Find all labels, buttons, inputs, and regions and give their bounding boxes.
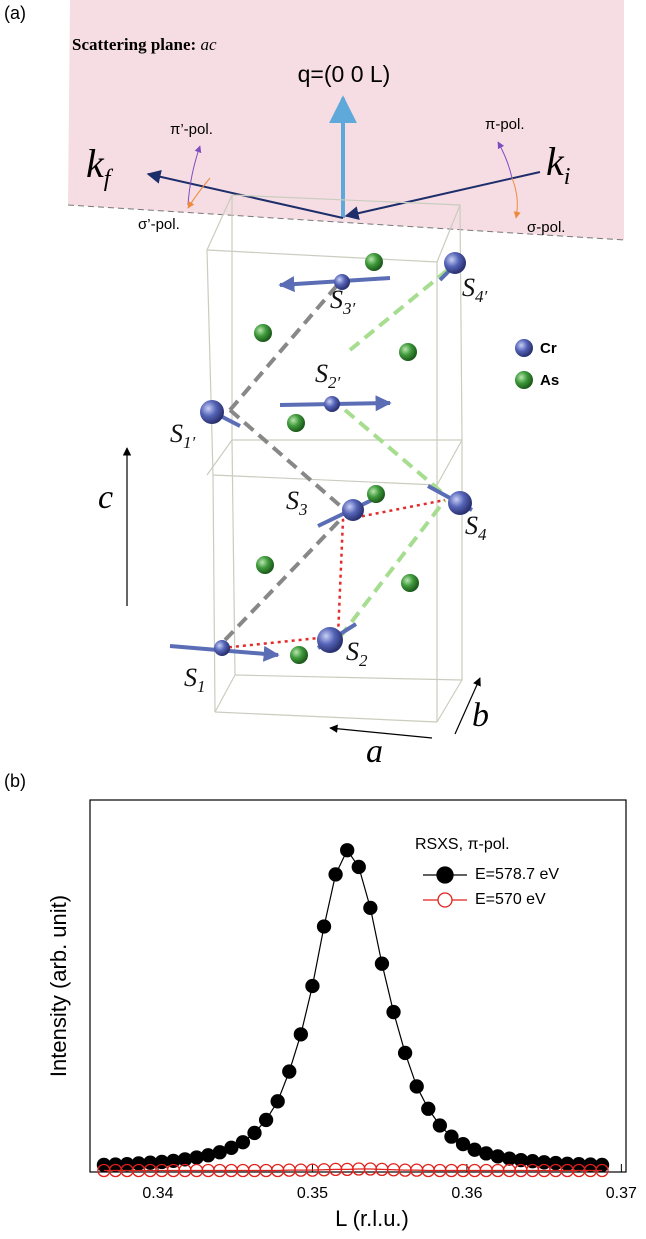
- data-point: [352, 860, 365, 873]
- data-point: [445, 1130, 458, 1143]
- x-tick-label: 0.35: [297, 1185, 328, 1202]
- panel-b: (b) Intensity (arb. unit) L (r.l.u.) RSX…: [4, 771, 637, 1231]
- data-point: [167, 1154, 180, 1167]
- plane-title: Scattering plane: ac: [72, 35, 217, 54]
- data-point: [433, 1119, 446, 1132]
- legend-as: [515, 371, 533, 389]
- y-axis-title: Intensity (arb. unit): [46, 895, 71, 1077]
- legend-marker: [437, 867, 453, 883]
- as-atoms: [254, 253, 419, 664]
- legend-label: E=570 eV: [475, 891, 546, 908]
- q-label: q=(0 0 L): [298, 61, 391, 87]
- data-point: [341, 844, 354, 857]
- x-axis-title: L (r.l.u.): [335, 1206, 409, 1231]
- panel-a: (a) Scattering plane: ac q=(0 0 L) kf ki…: [4, 0, 624, 770]
- data-point: [260, 1113, 273, 1126]
- pol-label: σ-pol.: [527, 219, 565, 236]
- data-point: [283, 1065, 296, 1078]
- data-point: [387, 1006, 400, 1019]
- legend-cr: [515, 339, 533, 357]
- plot-frame: [90, 800, 626, 1172]
- data-point: [491, 1150, 504, 1163]
- spin-label: S2′: [315, 359, 341, 392]
- data-point: [306, 980, 319, 993]
- data-point: [480, 1147, 493, 1160]
- spin-label: S1: [184, 663, 206, 696]
- spin-label: S3′: [330, 285, 356, 318]
- data-point: [190, 1151, 203, 1164]
- data-point: [271, 1095, 284, 1108]
- legend-label: Cr: [540, 340, 557, 357]
- legend-title: RSXS, π-pol.: [415, 836, 510, 853]
- data-point: [329, 868, 342, 881]
- legend-label: As: [540, 372, 559, 389]
- data-point: [399, 1046, 412, 1059]
- figure: (a) Scattering plane: ac q=(0 0 L) kf ki…: [0, 0, 646, 1239]
- legend-label: E=578.7 eV: [475, 866, 559, 883]
- data-point: [503, 1152, 516, 1165]
- data-point: [364, 901, 377, 914]
- spin-label: S3: [286, 486, 308, 519]
- spin-label: S2: [346, 637, 368, 670]
- x-tick-label: 0.34: [142, 1185, 173, 1202]
- spin-label: S4′: [462, 273, 488, 306]
- data-point: [248, 1126, 261, 1139]
- pol-label: π’-pol.: [170, 121, 213, 138]
- pol-label: σ’-pol.: [138, 216, 180, 233]
- axis-label: b: [472, 697, 489, 734]
- panel-label: (a): [4, 3, 26, 23]
- axis-label: c: [98, 479, 113, 516]
- x-tick-label: 0.37: [606, 1185, 637, 1202]
- data-point: [236, 1136, 249, 1149]
- spin-label: S1′: [170, 419, 196, 452]
- red-bonds: [222, 500, 445, 648]
- panel-label: (b): [4, 771, 26, 791]
- legend-marker: [438, 893, 452, 907]
- data-point: [318, 920, 331, 933]
- data-point: [375, 957, 388, 970]
- pol-label: π-pol.: [485, 116, 525, 133]
- cr-spins: [170, 258, 472, 655]
- data-point: [202, 1149, 215, 1162]
- data-point: [294, 1028, 307, 1041]
- data-point: [410, 1080, 423, 1093]
- spin-label: S4: [465, 511, 487, 544]
- axis-label: a: [366, 733, 383, 770]
- data-point: [422, 1102, 435, 1115]
- x-tick-label: 0.36: [451, 1185, 482, 1202]
